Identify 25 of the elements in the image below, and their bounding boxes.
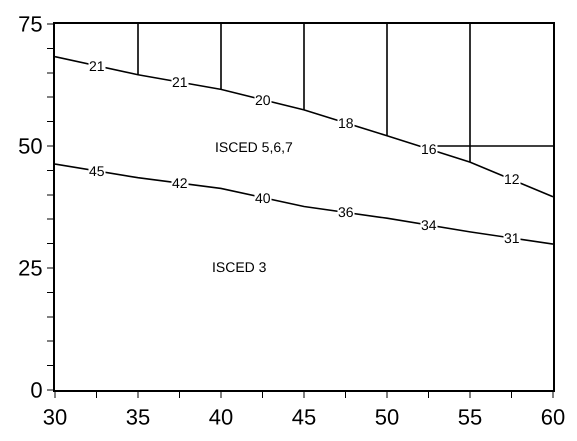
annotation: 42	[172, 175, 188, 191]
annotation: 34	[421, 217, 437, 233]
y-tick-label: 50	[18, 134, 43, 159]
annotation: 20	[255, 92, 271, 108]
annotation: 18	[338, 115, 354, 131]
annotation: 36	[338, 204, 354, 220]
annotation: 40	[255, 190, 271, 206]
y-tick-label: 75	[18, 12, 43, 37]
y-tick-label: 25	[18, 256, 43, 281]
annotation: 16	[421, 141, 437, 157]
y-tick-label: 0	[30, 378, 43, 403]
annotation: ISCED 3	[212, 259, 267, 275]
annotation: 31	[504, 230, 520, 246]
annotation: 21	[172, 74, 188, 90]
x-tick-label: 30	[42, 404, 68, 430]
x-tick-label: 50	[374, 404, 400, 430]
x-tick-label: 55	[458, 404, 482, 430]
x-tick-label: 35	[126, 404, 150, 430]
x-tick-label: 60	[540, 404, 566, 430]
x-tick-label: 40	[208, 404, 234, 430]
annotation: 45	[89, 163, 105, 179]
annotation: 21	[89, 58, 105, 74]
annotation: ISCED 5,6,7	[215, 139, 294, 155]
annotation: 12	[504, 171, 520, 187]
x-tick-label: 45	[292, 404, 316, 430]
